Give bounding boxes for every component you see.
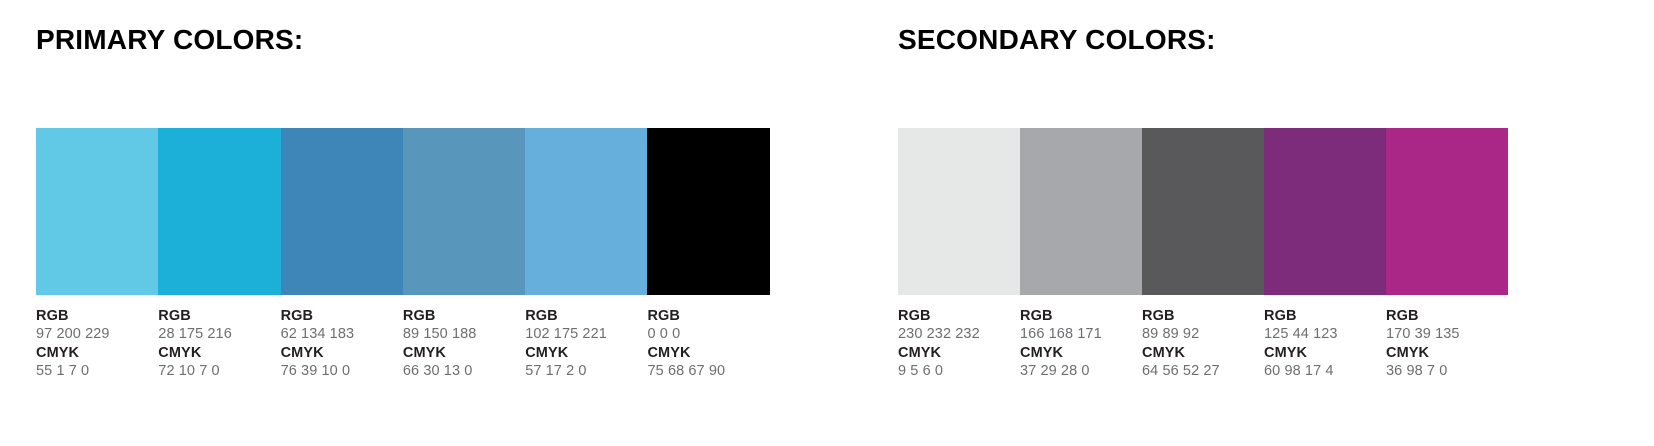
- color-spec-light-sky-blue: RGB 97 200 229 CMYK 55 1 7 0: [36, 309, 158, 382]
- cmyk-value: 60 98 17 4: [1264, 363, 1334, 379]
- color-swatch-dark-charcoal-gray: [1142, 128, 1264, 295]
- color-swatch-near-white-gray: [898, 128, 1020, 295]
- palette-heading-secondary: SECONDARY COLORS:: [898, 24, 1216, 55]
- swatch-strip-primary: [36, 128, 770, 295]
- color-spec-medium-steel-blue: RGB 62 134 183 CMYK 76 39 10 0: [281, 309, 403, 382]
- color-spec-deep-purple: RGB 125 44 123 CMYK 60 98 17 4: [1264, 309, 1386, 382]
- cmyk-label: CMYK: [280, 345, 324, 361]
- cmyk-value: 36 98 7 0: [1386, 363, 1448, 379]
- rgb-value: 28 175 216: [158, 326, 232, 342]
- color-swatch-light-sky-blue: [36, 128, 159, 295]
- rgb-value: 89 150 188: [402, 326, 477, 342]
- rgb-label: RGB: [158, 308, 191, 324]
- rgb-value: 89 89 92: [1142, 326, 1200, 342]
- rgb-value: 230 232 232: [898, 326, 980, 342]
- color-spec-dark-charcoal-gray: RGB 89 89 92 CMYK 64 56 52 27: [1142, 309, 1264, 382]
- cmyk-label: CMYK: [158, 345, 202, 361]
- rgb-value: 0 0 0: [647, 326, 681, 342]
- rgb-value: 102 175 221: [525, 326, 607, 342]
- rgb-value: 97 200 229: [36, 326, 110, 342]
- cmyk-value: 66 30 13 0: [402, 363, 473, 379]
- color-spec-near-white-gray: RGB 230 232 232 CMYK 9 5 6 0: [898, 309, 1020, 382]
- cmyk-value: 72 10 7 0: [158, 363, 220, 379]
- cmyk-label: CMYK: [1386, 345, 1430, 361]
- swatch-strip-secondary: [898, 128, 1508, 295]
- color-swatch-black: [647, 128, 770, 295]
- color-spec-row-secondary: RGB 230 232 232 CMYK 9 5 6 0 RGB 166 168 171 C…: [898, 309, 1508, 382]
- rgb-label: RGB: [1020, 308, 1053, 324]
- color-swatch-soft-cornflower-blue: [525, 128, 648, 295]
- color-swatch-deep-purple: [1264, 128, 1386, 295]
- cmyk-label: CMYK: [898, 345, 942, 361]
- color-spec-bright-cyan-blue: RGB 28 175 216 CMYK 72 10 7 0: [158, 309, 280, 382]
- color-spec-soft-cornflower-blue: RGB 102 175 221 CMYK 57 17 2 0: [525, 309, 647, 382]
- rgb-label: RGB: [280, 308, 314, 324]
- color-spec-black: RGB 0 0 0 CMYK 75 68 67 90: [647, 309, 769, 382]
- cmyk-label: CMYK: [525, 345, 569, 361]
- color-swatch-medium-steel-blue: [280, 128, 403, 295]
- rgb-label: RGB: [1264, 308, 1297, 324]
- rgb-value: 62 134 183: [280, 326, 355, 342]
- rgb-label: RGB: [1386, 308, 1419, 324]
- cmyk-label: CMYK: [36, 345, 80, 361]
- color-spec-muted-slate-blue: RGB 89 150 188 CMYK 66 30 13 0: [403, 309, 525, 382]
- rgb-label: RGB: [36, 308, 69, 324]
- cmyk-label: CMYK: [402, 345, 446, 361]
- cmyk-value: 57 17 2 0: [525, 363, 587, 379]
- rgb-label: RGB: [402, 308, 436, 324]
- color-spec-medium-gray: RGB 166 168 171 CMYK 37 29 28 0: [1020, 309, 1142, 382]
- rgb-value: 170 39 135: [1386, 326, 1460, 342]
- cmyk-value: 55 1 7 0: [36, 363, 90, 379]
- cmyk-value: 75 68 67 90: [647, 363, 726, 379]
- rgb-label: RGB: [898, 308, 931, 324]
- color-swatch-muted-slate-blue: [402, 128, 526, 295]
- cmyk-value: 76 39 10 0: [280, 363, 351, 379]
- cmyk-label: CMYK: [647, 345, 691, 361]
- rgb-value: 125 44 123: [1264, 326, 1338, 342]
- cmyk-value: 37 29 28 0: [1020, 363, 1090, 379]
- rgb-label: RGB: [647, 308, 681, 324]
- cmyk-value: 9 5 6 0: [898, 363, 944, 379]
- rgb-label: RGB: [525, 308, 558, 324]
- palette-heading-primary: PRIMARY COLORS:: [36, 24, 304, 55]
- cmyk-label: CMYK: [1020, 345, 1064, 361]
- color-swatch-medium-gray: [1020, 128, 1142, 295]
- cmyk-label: CMYK: [1142, 345, 1186, 361]
- rgb-label: RGB: [1142, 308, 1175, 324]
- color-swatch-bright-cyan-blue: [158, 128, 281, 295]
- rgb-value: 166 168 171: [1020, 326, 1102, 342]
- cmyk-label: CMYK: [1264, 345, 1308, 361]
- color-swatch-magenta-purple: [1386, 128, 1508, 295]
- cmyk-value: 64 56 52 27: [1142, 363, 1220, 379]
- color-spec-magenta-purple: RGB 170 39 135 CMYK 36 98 7 0: [1386, 309, 1508, 382]
- color-spec-row-primary: RGB 97 200 229 CMYK 55 1 7 0 RGB 28 175 216 CM…: [36, 309, 770, 382]
